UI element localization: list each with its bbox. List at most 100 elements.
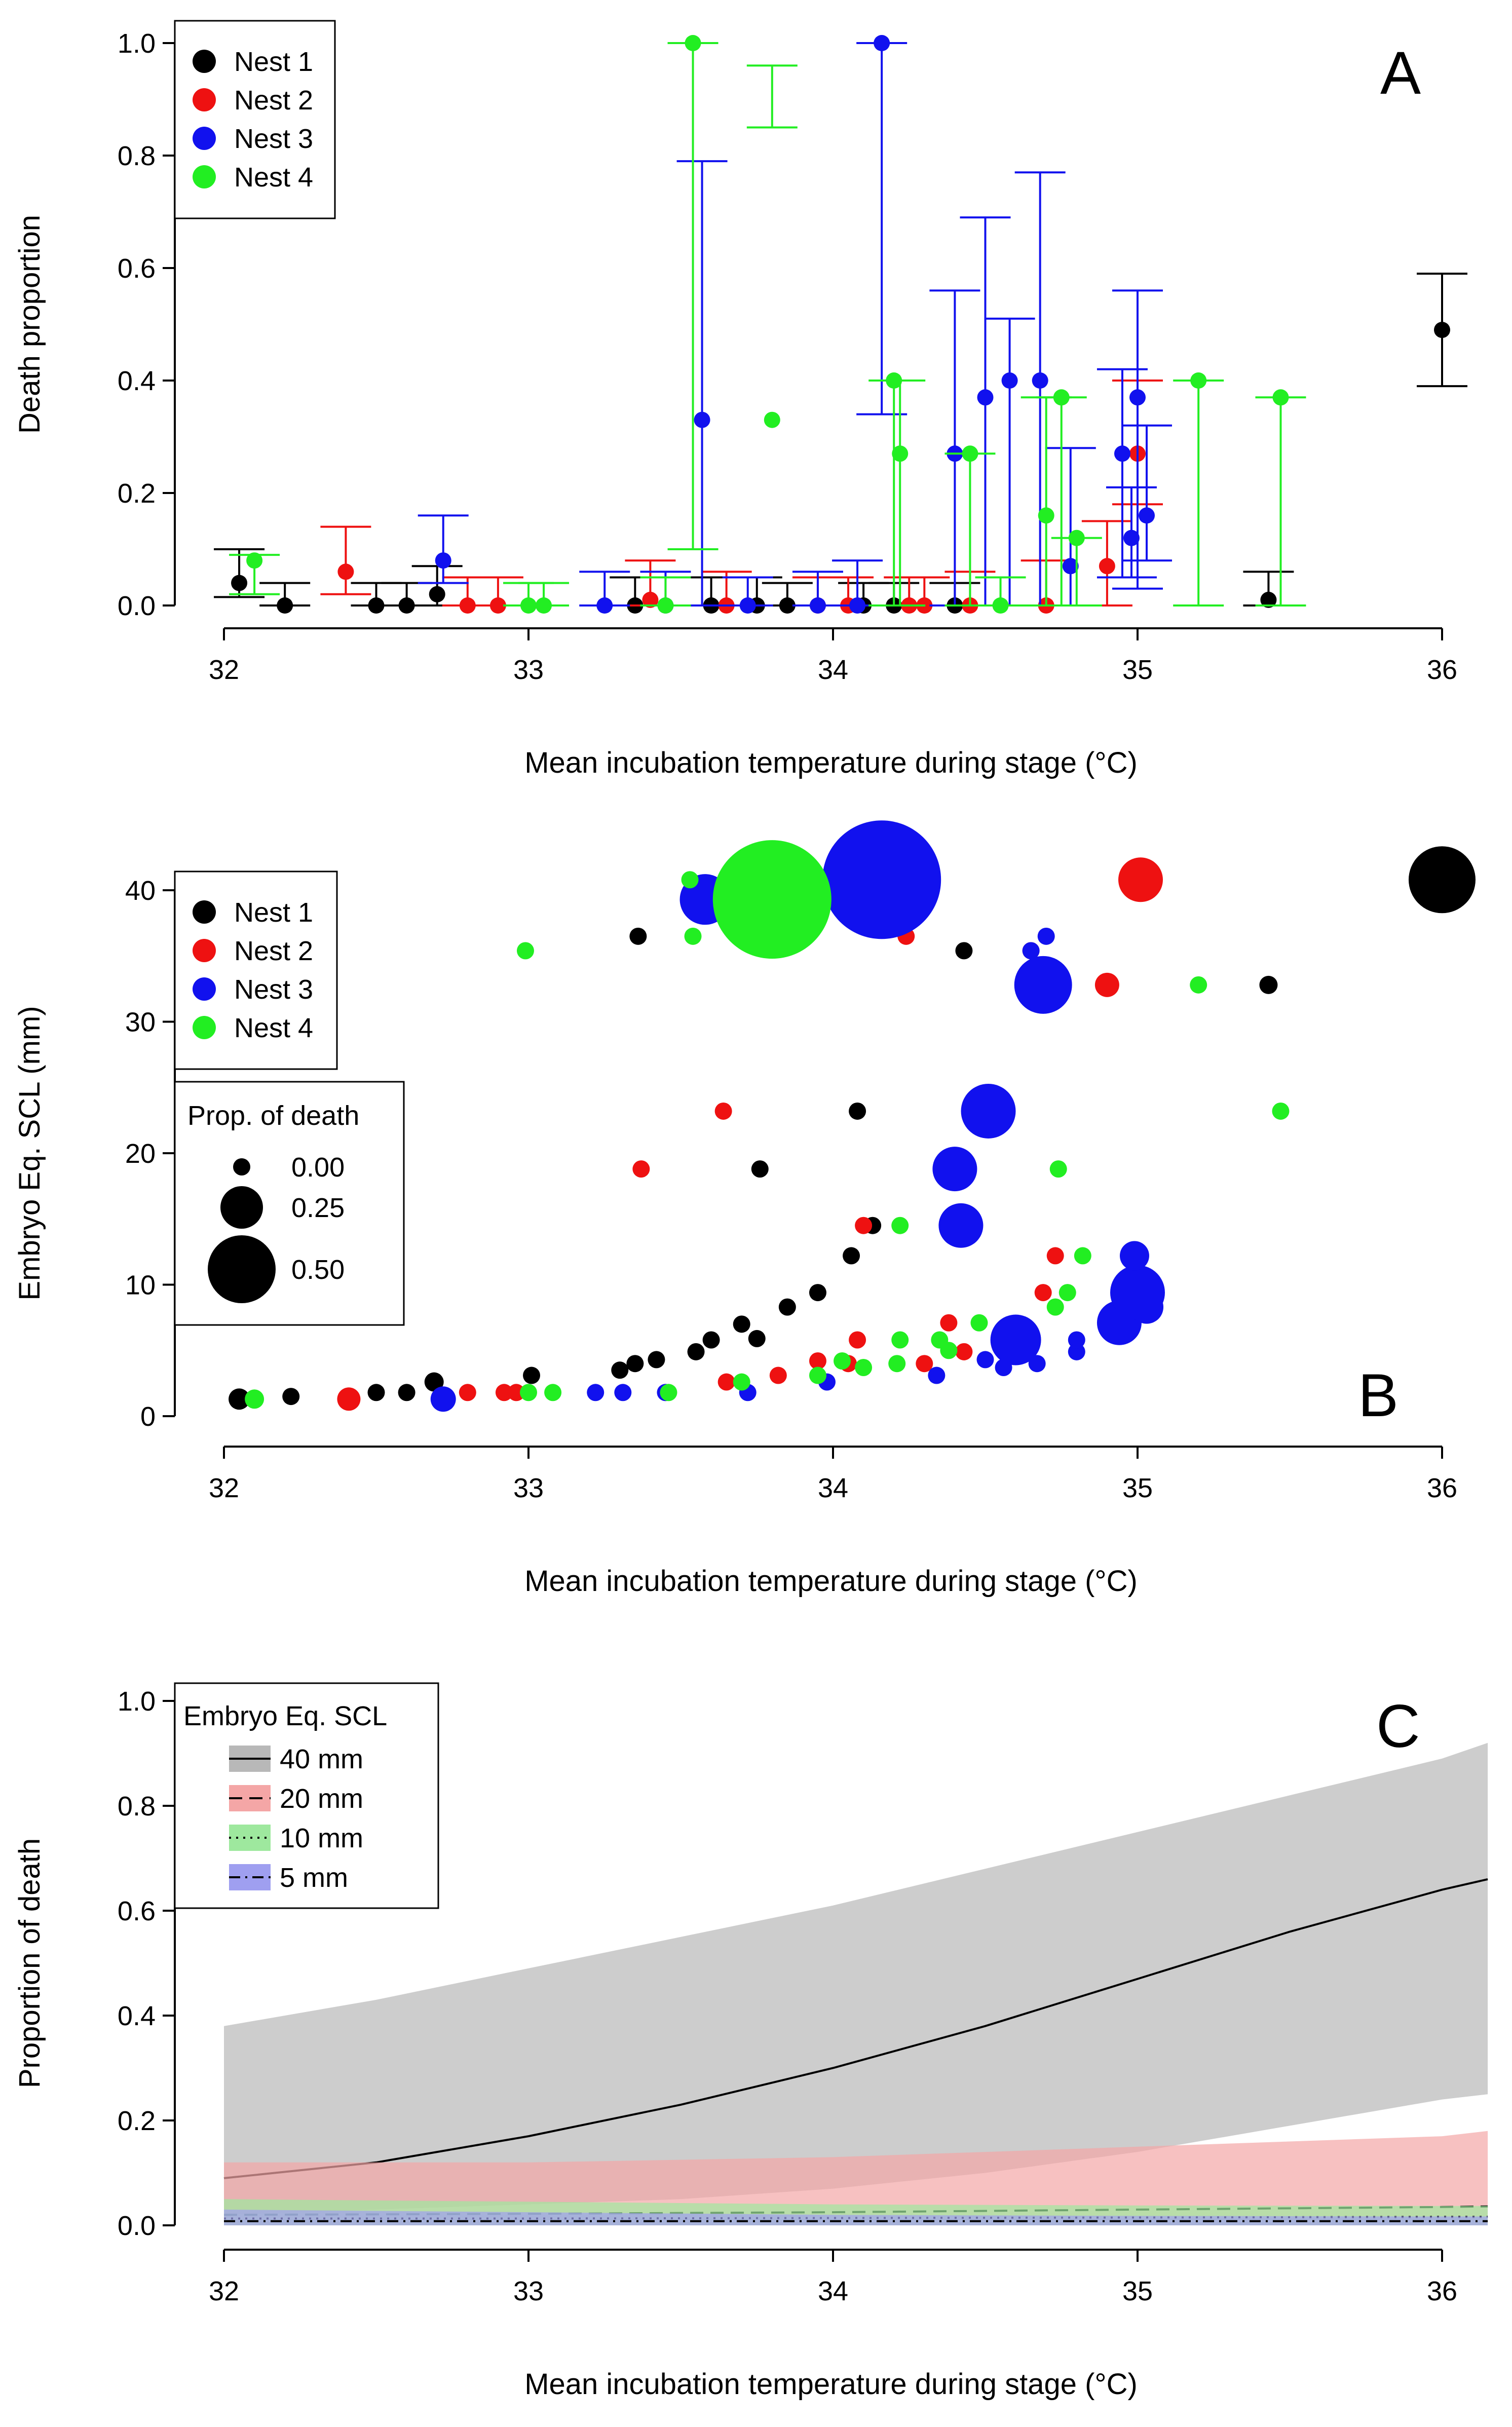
data-bubble (1272, 1102, 1290, 1120)
data-bubble (990, 1314, 1041, 1366)
series-line (223, 1878, 1488, 2179)
data-point (337, 563, 354, 580)
legend-label: Nest 1 (234, 47, 313, 77)
legend-label: 20 mm (280, 1784, 363, 1814)
y-tick-label: 10 (125, 1270, 156, 1301)
legend-title: Embryo Eq. SCL (183, 1701, 387, 1731)
data-point (596, 597, 613, 614)
y-axis-label: Embryo Eq. SCL (mm) (13, 1006, 46, 1300)
legend: Nest 1 Nest 2 Nest 3 Nest 4 (174, 870, 338, 1070)
data-bubble (955, 1343, 973, 1360)
data-point (694, 411, 710, 428)
data-point (992, 597, 1009, 614)
series-nest-1 (214, 273, 1467, 614)
size-legend-title: Prop. of death (187, 1101, 359, 1131)
data-bubble (1049, 1160, 1067, 1178)
size-legend-marker (220, 1186, 263, 1229)
data-point (977, 389, 994, 406)
data-point (962, 445, 978, 462)
x-tick-label: 34 (818, 655, 848, 685)
data-point (1190, 372, 1207, 389)
data-bubble (611, 1361, 629, 1379)
y-tick-label: 1.0 (118, 28, 156, 59)
data-bubble (1028, 1355, 1046, 1373)
legend-label: Nest 1 (234, 897, 313, 928)
data-bubble (849, 1331, 866, 1349)
panel-b-axes: 0 10 20 30 40 32 33 34 35 36 Mean incubation tempe… (13, 876, 1457, 1598)
data-point (764, 411, 780, 428)
y-tick-label: 0.8 (118, 141, 156, 171)
data-bubble (229, 1388, 250, 1410)
panel-c-axes: 0.0 0.2 0.4 0.6 0.8 1.0 32 33 34 35 36 Mean incubat… (13, 1686, 1457, 2401)
data-bubble (424, 1372, 444, 1392)
data-point (1038, 507, 1054, 524)
data-bubble (769, 1367, 787, 1384)
x-axis-label: Mean incubation temperature during stage… (524, 746, 1138, 779)
x-axis-label: Mean incubation temperature during stage… (524, 2368, 1138, 2401)
x-tick-label: 35 (1122, 1473, 1153, 1503)
data-bubble (809, 1352, 826, 1370)
data-bubble (961, 1083, 1016, 1139)
data-bubble (648, 1351, 665, 1369)
data-point (1053, 389, 1070, 406)
data-point (435, 552, 451, 569)
data-point (398, 597, 415, 614)
series-40-mm (223, 1742, 1488, 2215)
data-point (809, 597, 826, 614)
data-bubble (632, 1160, 650, 1178)
data-bubble (626, 1355, 644, 1373)
legend-marker (193, 127, 216, 150)
data-bubble (940, 1342, 958, 1359)
legend-label: 10 mm (280, 1823, 363, 1853)
x-tick-label: 35 (1122, 655, 1153, 685)
confidence-band (224, 1742, 1488, 2215)
legend-marker (193, 939, 216, 962)
data-point (1434, 322, 1450, 338)
legend-marker (193, 50, 216, 73)
data-bubble (717, 1373, 735, 1391)
data-bubble (855, 1358, 873, 1376)
y-tick-label: 0.8 (118, 1791, 156, 1822)
x-tick-label: 32 (209, 1473, 239, 1503)
legend-label: 5 mm (280, 1863, 348, 1893)
x-tick-label: 36 (1427, 1473, 1457, 1503)
x-tick-label: 32 (209, 2276, 239, 2306)
panel-label: B (1358, 1361, 1398, 1429)
y-tick-label: 20 (125, 1139, 156, 1169)
data-point (739, 597, 756, 614)
data-bubble (712, 840, 831, 959)
y-tick-label: 0.6 (118, 253, 156, 284)
y-tick-label: 0.6 (118, 1896, 156, 1926)
legend-swatch (229, 1825, 271, 1851)
data-bubble (1259, 975, 1278, 994)
y-axis-label: Death proportion (13, 215, 46, 434)
legend-marker (193, 165, 216, 188)
data-bubble (459, 1384, 476, 1401)
legend: Nest 1 Nest 2 Nest 3 Nest 4 (174, 20, 336, 219)
data-bubble (337, 1387, 361, 1411)
size-legend-marker (208, 1235, 276, 1303)
data-point (642, 591, 659, 608)
data-bubble (1046, 1247, 1064, 1265)
data-bubble (520, 1384, 537, 1401)
x-tick-label: 34 (818, 1473, 848, 1503)
x-tick-label: 36 (1427, 655, 1457, 685)
data-bubble (916, 1355, 933, 1373)
data-point (1114, 445, 1130, 462)
data-bubble (938, 1203, 984, 1248)
data-point (1139, 507, 1155, 524)
y-tick-label: 0.2 (118, 478, 156, 509)
y-tick-label: 1.0 (118, 1686, 156, 1717)
data-bubble (507, 1384, 525, 1401)
data-bubble (1068, 1343, 1085, 1360)
data-bubble (1059, 1284, 1076, 1302)
data-point (277, 597, 293, 614)
data-point (779, 597, 796, 614)
data-bubble (1118, 857, 1163, 902)
size-legend-label: 0.25 (291, 1193, 345, 1223)
y-axis-label: Proportion of death (13, 1838, 46, 2088)
legend-label: Nest 2 (234, 85, 313, 116)
confidence-band (224, 2209, 1488, 2225)
data-bubble (523, 1367, 541, 1384)
